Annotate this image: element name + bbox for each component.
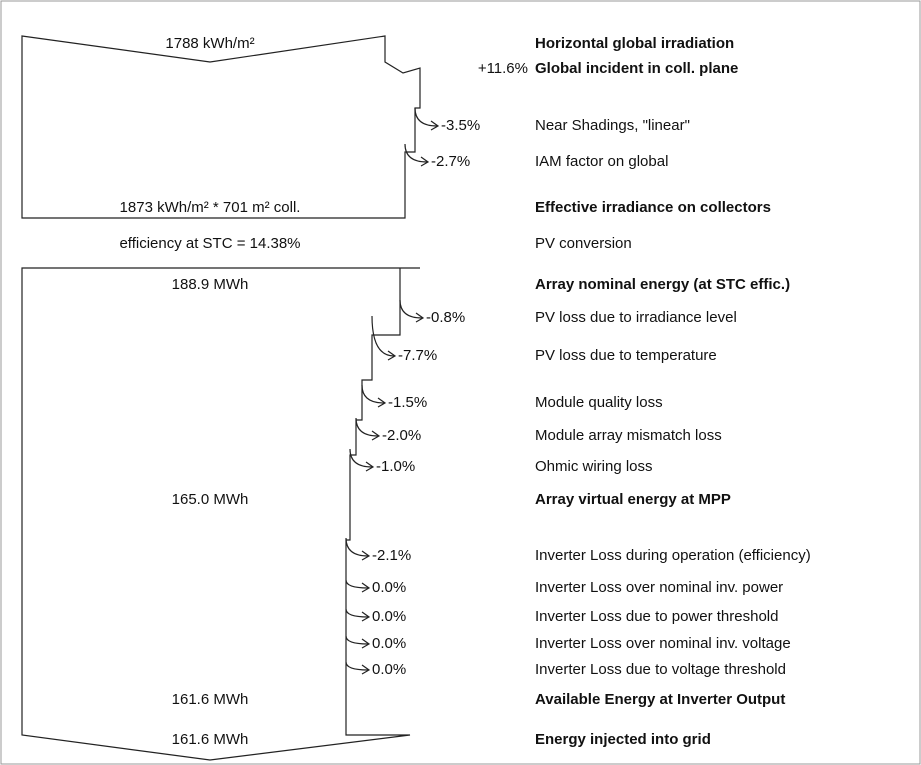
loss-arrow <box>404 143 428 163</box>
step-label: PV loss due to temperature <box>535 347 717 364</box>
loss-arrow <box>399 299 423 319</box>
loss-percent: -0.8% <box>426 309 465 326</box>
step-label: Ohmic wiring loss <box>535 458 653 475</box>
step-label: IAM factor on global <box>535 153 668 170</box>
arrow-head <box>420 156 430 167</box>
loss-arrow <box>345 635 369 645</box>
step-label: Near Shadings, "linear" <box>535 117 690 134</box>
arrow-head <box>430 120 440 131</box>
step-label: Array virtual energy at MPP <box>535 491 731 508</box>
step-label: Effective irradiance on collectors <box>535 199 771 216</box>
loss-percent: +11.6% <box>478 60 528 77</box>
arrow-head <box>371 430 381 441</box>
step-label: Module array mismatch loss <box>535 427 722 444</box>
irradiation-box <box>21 35 421 219</box>
energy-value: 165.0 MWh <box>172 491 249 508</box>
loss-arrow <box>345 537 369 557</box>
step-label: Available Energy at Inverter Output <box>535 691 785 708</box>
arrow-head <box>361 638 371 649</box>
step-label: Inverter Loss due to voltage threshold <box>535 661 786 678</box>
loss-arrow <box>345 579 369 589</box>
loss-percent: -2.1% <box>372 547 411 564</box>
arrow-head <box>361 611 371 622</box>
energy-value: 1788 kWh/m² <box>165 35 254 52</box>
loss-arrow <box>349 448 373 468</box>
loss-arrow <box>345 608 369 618</box>
step-label: PV conversion <box>535 235 632 252</box>
energy-value: 1873 kWh/m² * 701 m² coll. <box>120 199 301 216</box>
arrow-head <box>387 350 397 361</box>
loss-percent: 0.0% <box>372 661 406 678</box>
step-label: Inverter Loss due to power threshold <box>535 608 778 625</box>
energy-value: efficiency at STC = 14.38% <box>119 235 300 252</box>
loss-percent: -2.7% <box>431 153 470 170</box>
energy-value: 188.9 MWh <box>172 276 249 293</box>
loss-arrow <box>371 315 395 357</box>
energy-value: 161.6 MWh <box>172 691 249 708</box>
step-label: Inverter Loss over nominal inv. power <box>535 579 783 596</box>
arrow-head <box>361 582 371 593</box>
loss-arrow <box>414 107 438 127</box>
energy-value: 161.6 MWh <box>172 731 249 748</box>
step-label: Array nominal energy (at STC effic.) <box>535 276 790 293</box>
arrow-head <box>361 550 371 561</box>
loss-percent: -1.5% <box>388 394 427 411</box>
step-label: Module quality loss <box>535 394 663 411</box>
loss-percent: -3.5% <box>441 117 480 134</box>
step-label: PV loss due to irradiance level <box>535 309 737 326</box>
loss-arrow <box>345 661 369 671</box>
loss-percent: -2.0% <box>382 427 421 444</box>
loss-percent: 0.0% <box>372 579 406 596</box>
loss-arrow <box>361 384 385 404</box>
step-label: Horizontal global irradiation <box>535 35 734 52</box>
step-label: Inverter Loss during operation (efficien… <box>535 547 811 564</box>
step-label: Inverter Loss over nominal inv. voltage <box>535 635 791 652</box>
arrow-head <box>365 461 375 472</box>
arrow-head <box>415 312 425 323</box>
step-label: Global incident in coll. plane <box>535 60 738 77</box>
loss-percent: -1.0% <box>376 458 415 475</box>
loss-percent: -7.7% <box>398 347 437 364</box>
loss-arrow <box>355 417 379 437</box>
arrow-head <box>361 664 371 675</box>
loss-percent: 0.0% <box>372 635 406 652</box>
arrow-head <box>377 397 387 408</box>
step-label: Energy injected into grid <box>535 731 711 748</box>
loss-percent: 0.0% <box>372 608 406 625</box>
